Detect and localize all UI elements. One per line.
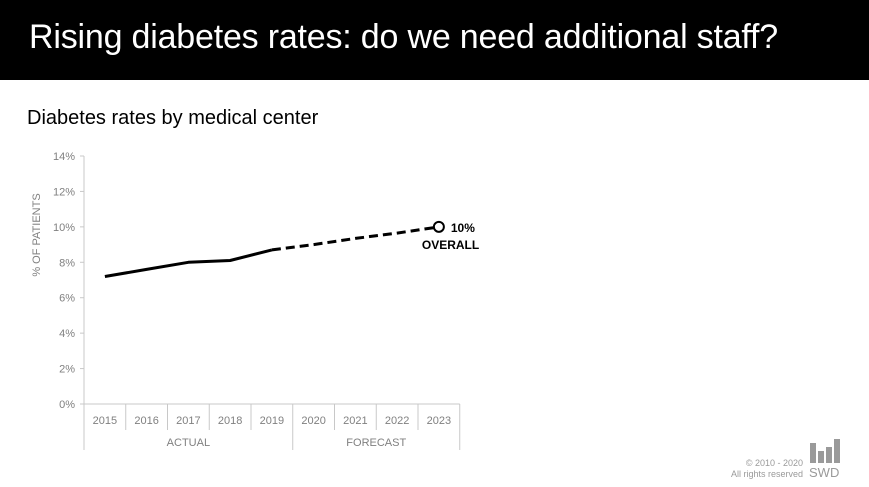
y-tick-label: 0% [59, 399, 75, 411]
actual-line [104, 248, 273, 278]
slide-title: Rising diabetes rates: do we need additi… [29, 18, 779, 56]
copyright-notice: © 2010 - 2020 All rights reserved [731, 458, 803, 480]
forecast-line [271, 225, 440, 252]
copyright-rights: All rights reserved [730, 469, 803, 479]
x-tick-label: 2018 [218, 415, 242, 427]
swd-logo: SWD [809, 439, 840, 479]
x-tick-label: 2017 [176, 415, 200, 427]
group-label: FORECAST [346, 437, 406, 449]
x-tick-label: 2020 [301, 415, 325, 427]
x-tick-label: 2019 [260, 415, 284, 427]
chart-title: Diabetes rates by medical center [27, 107, 319, 129]
group-label: ACTUAL [167, 437, 210, 449]
y-tick-label: 12% [53, 186, 75, 198]
annotation-value: 10% [451, 221, 475, 235]
y-tick-label: 4% [59, 328, 75, 340]
y-tick-label: 6% [59, 293, 75, 305]
y-tick-label: 2% [59, 364, 75, 376]
y-tick-label: 14% [53, 151, 75, 163]
endpoint-marker [432, 220, 445, 233]
title-bar: Rising diabetes rates: do we need additi… [0, 0, 869, 80]
y-axis-title: % OF PATIENTS [31, 193, 43, 276]
x-tick-label: 2016 [134, 415, 158, 427]
x-tick-label: 2021 [343, 415, 367, 427]
copyright-years: © 2010 - 2020 [745, 458, 803, 468]
x-tick-label: 2015 [93, 415, 117, 427]
annotation-label: OVERALL [422, 238, 479, 252]
y-tick-label: 8% [59, 257, 75, 269]
swd-logo-text: SWD [809, 465, 839, 479]
y-tick-label: 10% [53, 222, 75, 234]
x-tick-label: 2022 [385, 415, 409, 427]
x-tick-label: 2023 [427, 415, 451, 427]
